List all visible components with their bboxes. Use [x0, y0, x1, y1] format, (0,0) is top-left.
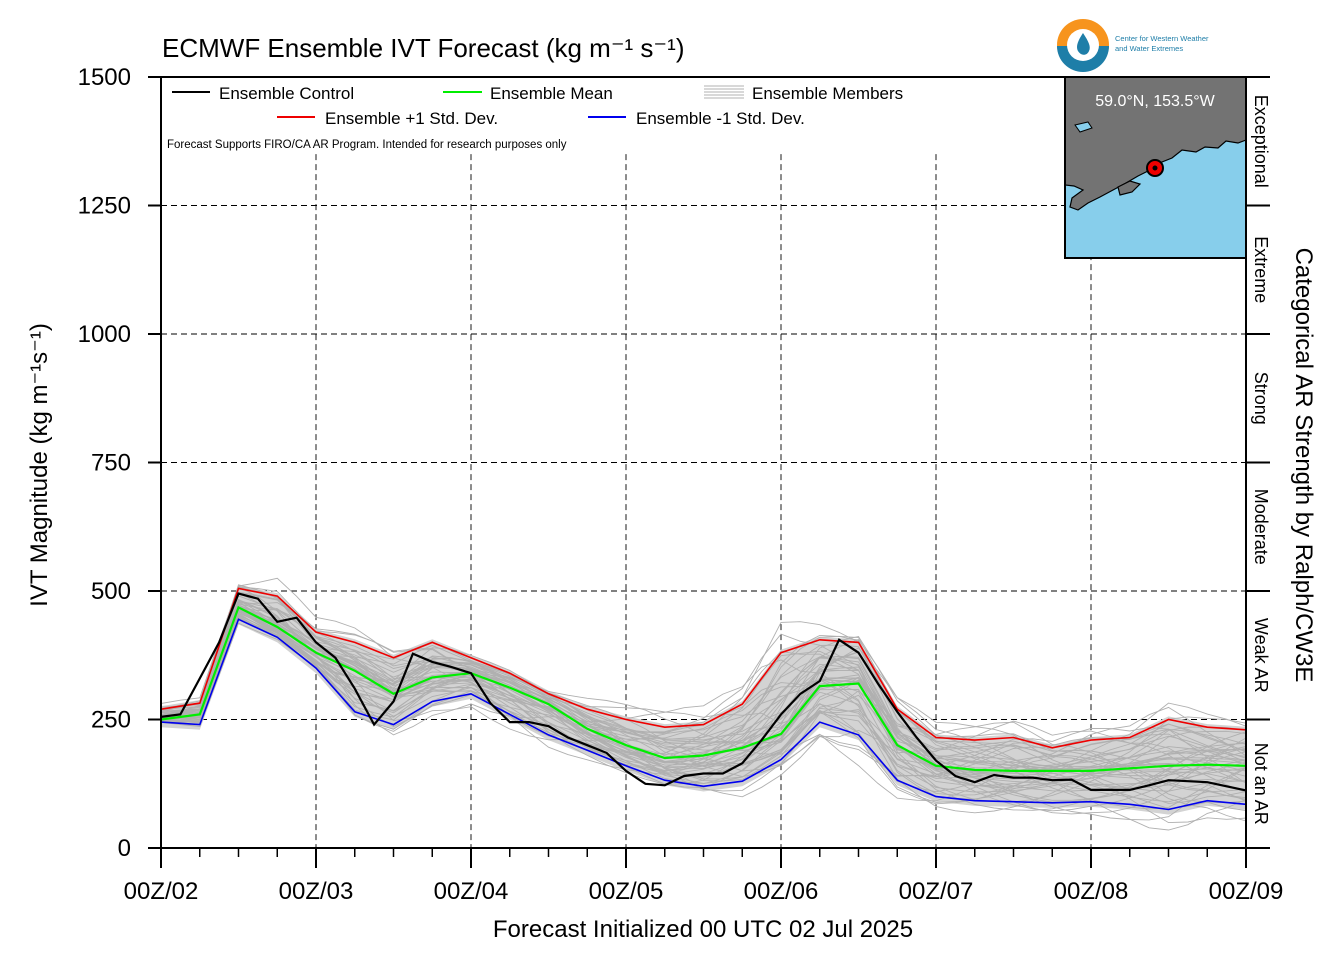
y-axis-label: IVT Magnitude (kg m⁻¹s⁻¹): [26, 323, 53, 607]
logo-text-line-2: and Water Extremes: [1115, 44, 1183, 53]
ensemble-member-line: [160, 609, 1247, 802]
y-tick-label: 0: [118, 835, 131, 862]
x-tick-label: 00Z/05: [589, 878, 664, 905]
location-marker-dot-icon: [1152, 165, 1158, 171]
legend-label-minus-sd: Ensemble -1 Std. Dev.: [636, 109, 805, 128]
ensemble-member-line: [160, 611, 1247, 811]
ensemble-member-line: [160, 586, 1247, 822]
location-coordinates: 59.0°N, 153.5°W: [1095, 93, 1215, 110]
category-label: Not an AR: [1251, 743, 1271, 825]
cw3e-logo: Center for Western Weather and Water Ext…: [1057, 19, 1209, 72]
category-label: Strong: [1251, 372, 1271, 425]
x-tick-label: 00Z/03: [279, 878, 354, 905]
legend-label-plus-sd: Ensemble +1 Std. Dev.: [325, 109, 498, 128]
series-lines: [160, 587, 1247, 811]
ensemble-member-line: [160, 586, 1247, 784]
x-axis-label: Forecast Initialized 00 UTC 02 Jul 2025: [493, 916, 913, 943]
category-label: Extreme: [1251, 236, 1271, 303]
ensemble-member-line: [160, 606, 1247, 812]
x-tick-label: 00Z/02: [124, 878, 199, 905]
ensemble-member-line: [160, 618, 1247, 782]
x-tick-label: 00Z/04: [434, 878, 509, 905]
ar-categories: Not an AR Weak AR Moderate Strong Extreme Exc…: [1251, 95, 1271, 825]
legend-label-members: Ensemble Members: [752, 84, 903, 103]
inset-map-island: [1117, 180, 1142, 196]
y-tick-label: 1500: [78, 64, 131, 91]
x-tick-label: 00Z/07: [899, 878, 974, 905]
legend-label-control: Ensemble Control: [219, 84, 354, 103]
inset-map-border: [1064, 76, 1247, 259]
ensemble-member-line: [160, 606, 1247, 799]
y-tick-label: 1000: [78, 321, 131, 348]
grid-lines: [161, 154, 1246, 848]
ensemble-member-line: [160, 614, 1247, 793]
x-tick-label: 00Z/09: [1209, 878, 1284, 905]
ensemble-member-line: [160, 602, 1247, 774]
x-tick-label: 00Z/06: [744, 878, 819, 905]
ensemble-control-line: [160, 592, 1247, 792]
ensemble-member-line: [160, 610, 1247, 805]
category-label: Weak AR: [1251, 618, 1271, 693]
category-label: Moderate: [1251, 489, 1271, 565]
legend-swatch-members: [704, 85, 744, 99]
legend: Ensemble Control Ensemble Mean Ensemble …: [167, 84, 903, 151]
y-tick-label: 250: [91, 707, 131, 734]
logo-drop-icon: [1077, 33, 1090, 55]
y-tick-label: 750: [91, 450, 131, 477]
right-axis-label: Categorical AR Strength by Ralph/CW3E: [1290, 248, 1317, 683]
x-tick-label: 00Z/08: [1054, 878, 1129, 905]
y-tick-label: 500: [91, 578, 131, 605]
axis-ticks: 0 250 500 750 1000 1250 1500 00Z/02 00Z/03 00Z/04…: [78, 64, 1284, 905]
legend-label-mean: Ensemble Mean: [490, 84, 613, 103]
ensemble-member-line: [160, 592, 1247, 800]
chart-title: ECMWF Ensemble IVT Forecast (kg m⁻¹ s⁻¹): [162, 33, 684, 63]
logo-text-line-1: Center for Western Weather: [1115, 34, 1209, 43]
inset-map-lake: [1074, 121, 1093, 133]
ensemble-mean-line: [160, 605, 1247, 772]
plus-sd-line: [160, 587, 1247, 749]
minus-sd-line: [160, 618, 1247, 811]
inset-map-land: [1064, 76, 1247, 211]
location-inset-map: 59.0°N, 153.5°W: [1064, 76, 1247, 259]
ensemble-member-line: [160, 607, 1247, 769]
y-tick-label: 1250: [78, 193, 131, 220]
category-label: Exceptional: [1251, 95, 1271, 188]
research-note: Forecast Supports FIRO/CA AR Program. In…: [167, 139, 567, 151]
ensemble-member-line: [160, 577, 1247, 775]
ensemble-member-line: [160, 601, 1247, 787]
